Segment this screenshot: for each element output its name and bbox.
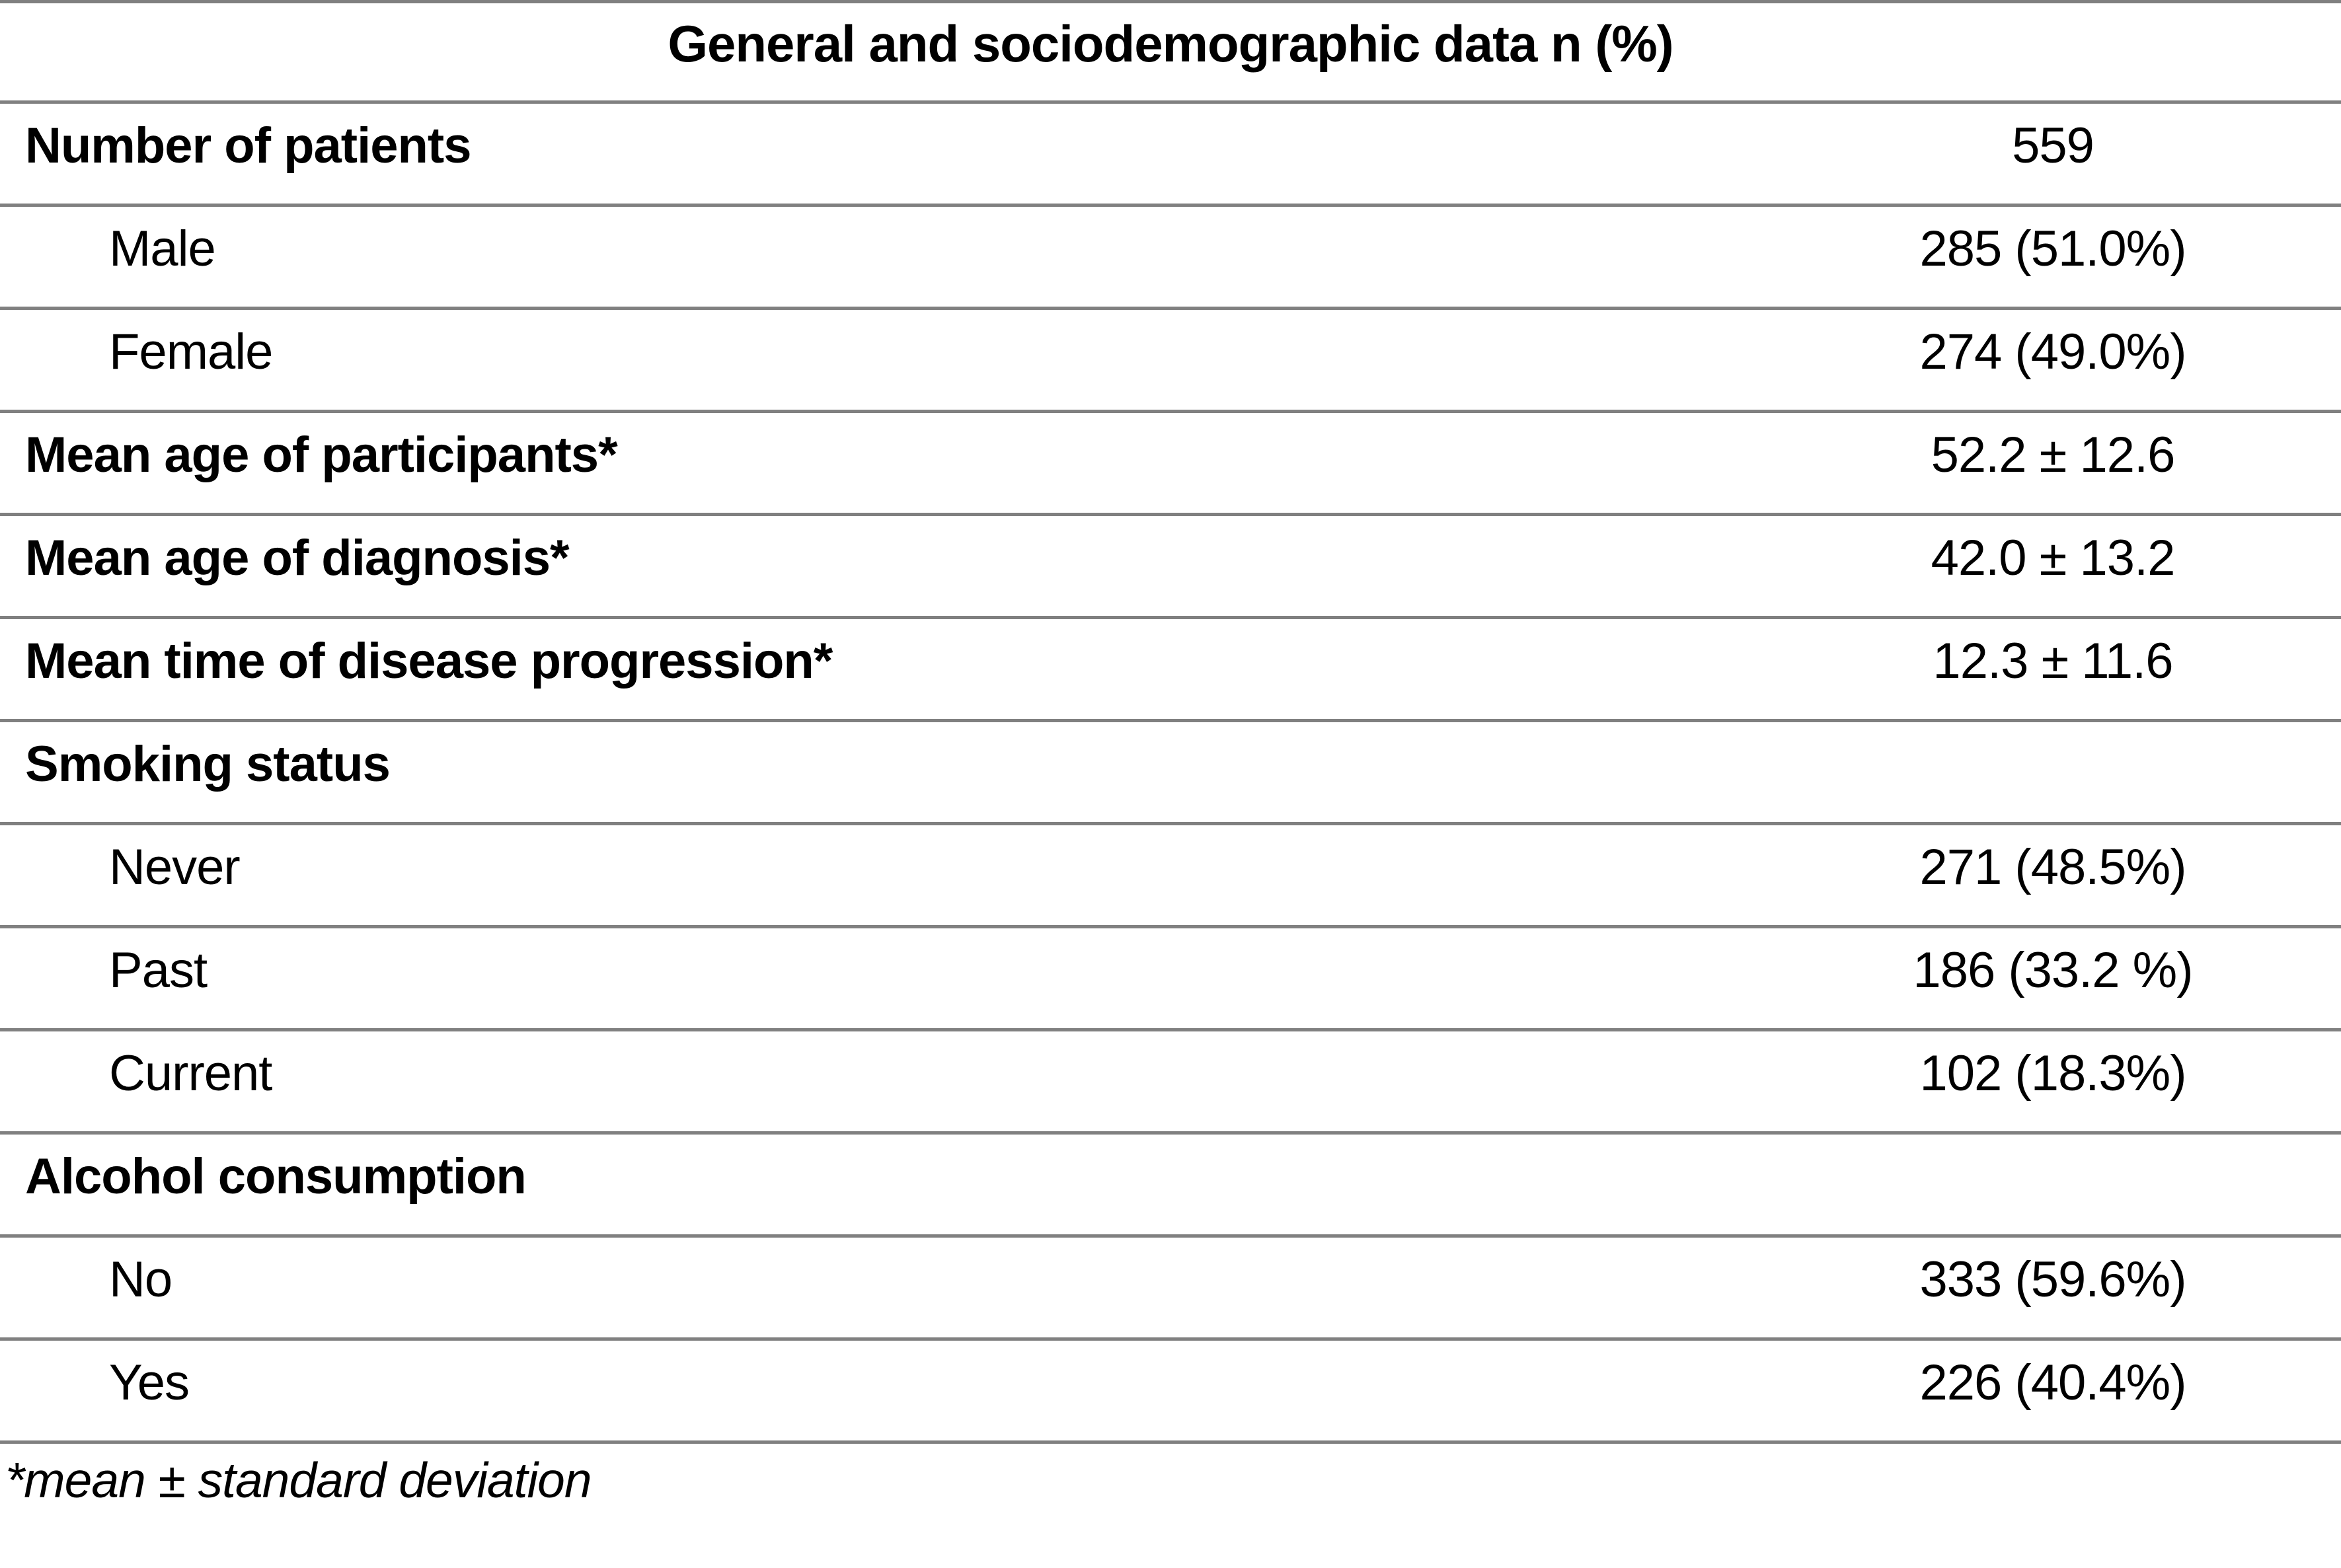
table-row: No 333 (59.6%) — [0, 1236, 2341, 1341]
row-label: Female — [0, 308, 1765, 413]
table-row: Mean age of diagnosis* 42.0 ± 13.2 — [0, 514, 2341, 619]
row-value — [1765, 720, 2341, 825]
row-label: Yes — [0, 1339, 1765, 1444]
footnote: *mean ± standard deviation — [5, 1452, 592, 1508]
row-value: 102 (18.3%) — [1765, 1029, 2341, 1135]
row-label: Male — [0, 205, 1765, 310]
row-value: 12.3 ± 11.6 — [1765, 617, 2341, 722]
row-value: 226 (40.4%) — [1765, 1339, 2341, 1444]
row-value: 52.2 ± 12.6 — [1765, 411, 2341, 516]
table-row: Male 285 (51.0%) — [0, 205, 2341, 310]
row-value: 42.0 ± 13.2 — [1765, 514, 2341, 619]
table-row: Never 271 (48.5%) — [0, 823, 2341, 928]
table-title: General and sociodemographic data n (%) — [0, 1, 2341, 104]
row-value: 285 (51.0%) — [1765, 205, 2341, 310]
row-value: 186 (33.2 %) — [1765, 926, 2341, 1031]
demographics-table: General and sociodemographic data n (%) … — [0, 0, 2341, 1444]
row-label: No — [0, 1236, 1765, 1341]
row-label: Current — [0, 1029, 1765, 1135]
row-label: Mean age of participants* — [0, 411, 1765, 516]
row-label: Past — [0, 926, 1765, 1031]
row-value: 274 (49.0%) — [1765, 308, 2341, 413]
row-value: 559 — [1765, 102, 2341, 207]
row-value — [1765, 1133, 2341, 1238]
table-row: Smoking status — [0, 720, 2341, 825]
title-row: General and sociodemographic data n (%) — [0, 1, 2341, 104]
table-row: Alcohol consumption — [0, 1133, 2341, 1238]
row-label: Never — [0, 823, 1765, 928]
table-row: Female 274 (49.0%) — [0, 308, 2341, 413]
row-value: 333 (59.6%) — [1765, 1236, 2341, 1341]
row-label: Mean time of disease progression* — [0, 617, 1765, 722]
table-row: Past 186 (33.2 %) — [0, 926, 2341, 1031]
table-row: Yes 226 (40.4%) — [0, 1339, 2341, 1444]
row-label: Smoking status — [0, 720, 1765, 825]
table-row: Number of patients 559 — [0, 102, 2341, 207]
row-label: Alcohol consumption — [0, 1133, 1765, 1238]
row-label: Number of patients — [0, 102, 1765, 207]
row-label: Mean age of diagnosis* — [0, 514, 1765, 619]
table-row: Mean time of disease progression* 12.3 ±… — [0, 617, 2341, 722]
table-row: Current 102 (18.3%) — [0, 1029, 2341, 1135]
table-row: Mean age of participants* 52.2 ± 12.6 — [0, 411, 2341, 516]
row-value: 271 (48.5%) — [1765, 823, 2341, 928]
